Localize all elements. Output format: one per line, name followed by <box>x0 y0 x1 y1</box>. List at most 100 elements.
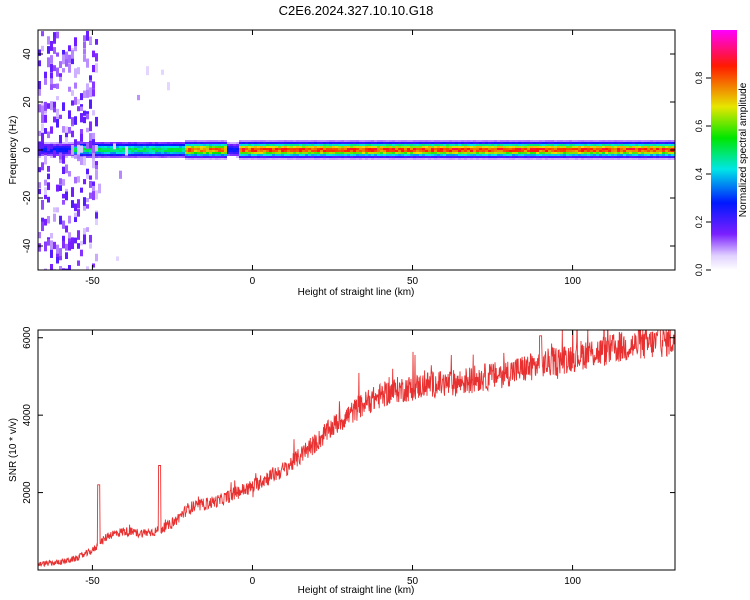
heatmap-cell <box>380 150 383 152</box>
heatmap-cell <box>503 140 506 142</box>
heatmap-cell <box>314 154 317 156</box>
heatmap-cell <box>152 150 155 152</box>
heatmap-cell <box>497 156 500 158</box>
heatmap-cell <box>65 156 68 158</box>
heatmap-cell <box>335 148 338 150</box>
heatmap-cell <box>461 146 464 148</box>
heatmap-cell <box>206 152 209 154</box>
heatmap-cell <box>62 142 65 144</box>
heatmap-cell <box>590 152 593 154</box>
heatmap-cell <box>632 148 635 150</box>
heatmap-cell <box>218 156 221 158</box>
heatmap-cell <box>476 152 479 154</box>
heatmap-cell <box>98 152 101 154</box>
heatmap-cell <box>401 148 404 150</box>
heatmap-noise-cell <box>41 123 44 132</box>
heatmap-cell <box>626 150 629 152</box>
heatmap-cell <box>170 156 173 158</box>
heatmap-cell <box>533 150 536 152</box>
heatmap-cell <box>227 150 230 152</box>
heatmap-cell <box>449 158 452 160</box>
heatmap-noise-cell <box>38 104 41 113</box>
heatmap-noise-cell <box>89 133 92 143</box>
heatmap-cell <box>392 146 395 148</box>
heatmap-cell <box>611 142 614 144</box>
heatmap-cell <box>530 154 533 156</box>
heatmap-cell <box>665 152 668 154</box>
heatmap-noise-cell <box>59 152 62 160</box>
heatmap-cell <box>560 158 563 160</box>
heatmap-cell <box>548 150 551 152</box>
heatmap-cell <box>224 140 227 142</box>
heatmap-cell <box>254 144 257 146</box>
heatmap-cell <box>416 148 419 150</box>
heatmap-cell <box>134 148 137 150</box>
heatmap-cell <box>59 146 62 148</box>
heatmap-noise-cell <box>92 181 95 189</box>
heatmap-cell <box>572 150 575 152</box>
heatmap-noise-cell <box>50 232 53 239</box>
heatmap-cell <box>272 150 275 152</box>
heatmap-cell <box>332 150 335 152</box>
heatmap-cell <box>473 154 476 156</box>
heatmap-cell <box>557 158 560 160</box>
heatmap-cell <box>275 144 278 146</box>
heatmap-cell <box>410 152 413 154</box>
heatmap-cell <box>614 156 617 158</box>
heatmap-cell <box>473 142 476 144</box>
heatmap-cell <box>605 146 608 148</box>
heatmap-cell <box>458 154 461 156</box>
heatmap-noise-cell <box>86 266 89 270</box>
heatmap-cell <box>650 148 653 150</box>
heatmap-cell <box>215 148 218 150</box>
heatmap-cell <box>302 140 305 142</box>
heatmap-cell <box>350 148 353 150</box>
heatmap-cell <box>476 142 479 144</box>
heatmap-cell <box>614 148 617 150</box>
heatmap-cell <box>473 140 476 142</box>
heatmap-cell <box>383 152 386 154</box>
heatmap-cell <box>569 144 572 146</box>
heatmap-cell <box>566 140 569 142</box>
heatmap-cell <box>443 142 446 144</box>
heatmap-cell <box>107 150 110 152</box>
heatmap-cell <box>464 150 467 152</box>
heatmap-cell <box>314 146 317 148</box>
heatmap-cell <box>656 150 659 152</box>
heatmap-cell <box>107 152 110 154</box>
heatmap-cell <box>452 150 455 152</box>
heatmap-noise-cell <box>44 71 47 82</box>
heatmap-cell <box>425 158 428 160</box>
heatmap-cell <box>470 140 473 142</box>
heatmap-cell <box>101 154 104 156</box>
heatmap-noise-cell <box>56 31 59 39</box>
heatmap-cell <box>599 150 602 152</box>
heatmap-cell <box>50 150 53 152</box>
heatmap-cell <box>317 158 320 160</box>
heatmap-cell <box>218 154 221 156</box>
heatmap-cell <box>554 150 557 152</box>
heatmap-cell <box>374 158 377 160</box>
heatmap-cell <box>161 152 164 154</box>
heatmap-cell <box>263 148 266 150</box>
heatmap-cell <box>593 158 596 160</box>
heatmap-cell <box>272 152 275 154</box>
heatmap-cell <box>431 146 434 148</box>
heatmap-cell <box>260 146 263 148</box>
heatmap-cell <box>491 156 494 158</box>
heatmap-cell <box>575 150 578 152</box>
heatmap-cell <box>236 148 239 150</box>
heatmap-cell <box>494 154 497 156</box>
heatmap-noise-cell <box>83 110 86 116</box>
heatmap-cell <box>458 142 461 144</box>
heatmap-cell <box>425 140 428 142</box>
heatmap-cell <box>509 152 512 154</box>
heatmap-noise-cell <box>77 243 80 249</box>
heatmap-cell <box>320 158 323 160</box>
heatmap-cell <box>140 150 143 152</box>
heatmap-cell <box>467 140 470 142</box>
heatmap-cell <box>215 144 218 146</box>
heatmap-cell <box>443 154 446 156</box>
heatmap-cell <box>383 148 386 150</box>
